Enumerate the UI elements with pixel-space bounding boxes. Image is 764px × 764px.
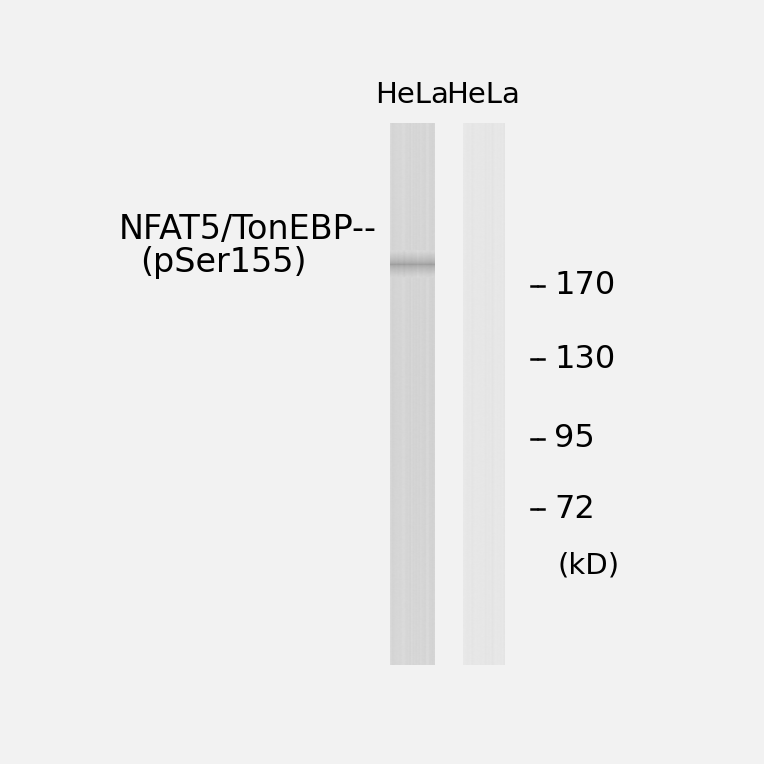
Text: (kD): (kD) — [558, 552, 620, 579]
Text: 170: 170 — [555, 270, 616, 301]
Text: 130: 130 — [555, 344, 616, 375]
Text: HeLa: HeLa — [446, 81, 520, 109]
Text: NFAT5/TonEBP--: NFAT5/TonEBP-- — [119, 213, 377, 247]
Text: 72: 72 — [555, 494, 595, 525]
Text: HeLa: HeLa — [375, 81, 449, 109]
Text: (pSer155): (pSer155) — [140, 246, 306, 279]
Text: 95: 95 — [555, 423, 595, 455]
